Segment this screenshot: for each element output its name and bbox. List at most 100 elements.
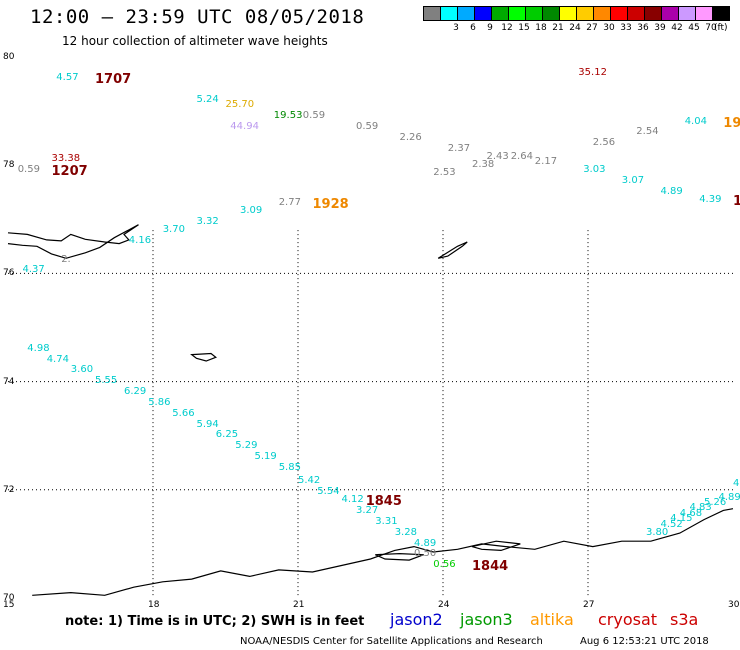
wave-height-label: 2.43: [486, 150, 509, 162]
satellite-jason3: jason3: [460, 610, 513, 629]
axis-tick-label: 27: [583, 600, 595, 610]
axis-tick-label: 72: [3, 484, 15, 495]
wave-height-label: 44.94: [230, 120, 259, 132]
colorbar-swatch: [559, 6, 577, 21]
colorbar-label: 36: [637, 23, 649, 33]
wave-height-label: 25.70: [225, 99, 255, 111]
axis-tick-label: 70: [3, 593, 15, 603]
wave-height-label: 6.25: [215, 429, 239, 441]
axis-tick-label: 78: [3, 160, 15, 171]
wave-height-label: 2.: [61, 253, 71, 265]
wave-height-label: 3.28: [394, 526, 417, 538]
colorbar-swatch: [712, 6, 730, 21]
wave-height-label: 0.56: [433, 559, 456, 571]
satellite-altika: altika: [530, 610, 574, 629]
wave-height-label: 4.12: [341, 494, 364, 506]
wave-height-label: 4.16: [128, 234, 152, 246]
colorbar-swatch: [627, 6, 645, 21]
wave-height-label: 5.66: [172, 407, 195, 419]
wave-height-label: 3.27: [356, 505, 379, 516]
colorbar-label: 33: [620, 23, 632, 33]
colorbar-swatch: [644, 6, 662, 21]
wave-height-label: 4.83: [689, 502, 712, 514]
colorbar-swatch: [678, 6, 696, 21]
wave-height-label: 5.24: [196, 93, 219, 105]
satellite-cryosat: cryosat: [598, 610, 658, 629]
footer-note: note: 1) Time is in UTC; 2) SWH is in fe…: [65, 614, 365, 629]
axis-tick-label: 24: [438, 600, 450, 610]
wave-height-label: 4.15: [670, 513, 693, 525]
colorbar-label: 39: [654, 23, 666, 33]
colorbar-label: 21: [552, 23, 564, 33]
wave-height-label: 2.37: [447, 142, 471, 154]
wave-height-label: 3.07: [621, 175, 645, 186]
axis-tick-label: 15: [3, 600, 15, 610]
coastline-island: [375, 552, 424, 561]
colorbar-swatch: [423, 6, 441, 21]
colorbar-swatch: [695, 6, 713, 21]
wave-height-label: 2.17: [534, 156, 558, 168]
colorbar-label: 24: [569, 23, 581, 33]
wave-height-label: 5.26: [704, 496, 727, 508]
wave-height-label: 2.56: [592, 137, 616, 149]
credit-line: NOAA/NESDIS Center for Satellite Applica…: [240, 636, 543, 647]
wave-height-label: 1707: [95, 72, 132, 88]
colorbar-label: 70: [705, 23, 717, 33]
page-title: 12:00 – 23:59 UTC 08/05/2018: [30, 6, 365, 28]
colorbar-label: 18: [535, 23, 547, 33]
wave-height-label: 4: [733, 478, 740, 489]
wave-height-label: 1928: [312, 196, 349, 212]
colorbar-label: 45: [688, 23, 700, 33]
wave-height-label: 0.59: [302, 110, 326, 122]
wave-height-label: 1207: [51, 164, 88, 180]
colorbar-label: 3: [453, 23, 459, 33]
wave-height-label: 2.64: [510, 150, 533, 162]
wave-height-label: 3.80: [646, 526, 669, 538]
wave-height-label: 3.60: [70, 364, 94, 376]
wave-height-label: 3.09: [240, 204, 263, 216]
coastline-island: [471, 540, 521, 552]
wave-height-label: 4.89: [414, 537, 437, 549]
colorbar-swatch: [661, 6, 679, 21]
wave-height-label: 5.19: [254, 450, 277, 462]
colorbar-swatch: [508, 6, 526, 21]
satellite-s3a: s3a: [670, 610, 699, 629]
axis-tick-label: 80: [3, 52, 15, 62]
wave-height-label: 5.85: [278, 461, 301, 473]
colorbar-swatch: [491, 6, 509, 21]
wave-height-label: 4.57: [56, 72, 79, 84]
wave-height-label: 4.52: [660, 518, 683, 530]
colorbar-swatch: [593, 6, 611, 21]
coastlines: [7, 224, 734, 596]
wave-height-label: 4.37: [22, 264, 45, 276]
wave-height-label: 19: [723, 115, 740, 131]
wave-height-label: 5.55: [95, 375, 118, 387]
wave-height-label: 4.68: [679, 507, 703, 519]
coastline-spitsbergen: [7, 224, 139, 259]
wave-height-label: 4.39: [699, 194, 722, 205]
wave-height-label: 3.70: [162, 223, 185, 235]
wave-height-label: 33.38: [51, 153, 81, 165]
wave-height-label: 2.77: [278, 196, 301, 208]
wave-height-label: 1844: [472, 559, 509, 575]
colorbar-swatch: [542, 6, 560, 21]
wave-height-label: 5.42: [298, 475, 321, 487]
wave-height-label: 2.53: [433, 166, 456, 178]
wave-height-label: 35.12: [578, 66, 607, 78]
wave-height-label: 4.98: [27, 342, 50, 354]
colorbar-label: 15: [518, 23, 530, 33]
colorbar-swatch: [610, 6, 628, 21]
wave-height-label: 4.04: [684, 115, 707, 127]
colorbar-swatch: [525, 6, 543, 21]
map-grid: [8, 230, 733, 598]
colorbar-swatch: [474, 6, 492, 21]
axis-tick-label: 74: [3, 376, 15, 387]
wave-height-label: 3.31: [375, 515, 398, 527]
colorbar-swatch: [576, 6, 594, 21]
wave-height-label: 5.54: [317, 486, 340, 498]
page-subtitle: 12 hour collection of altimeter wave hei…: [62, 34, 328, 48]
wave-height-label: 1: [733, 194, 740, 209]
wave-height-label: 4.89: [660, 185, 683, 197]
axis-tick-label: 21: [293, 600, 305, 610]
